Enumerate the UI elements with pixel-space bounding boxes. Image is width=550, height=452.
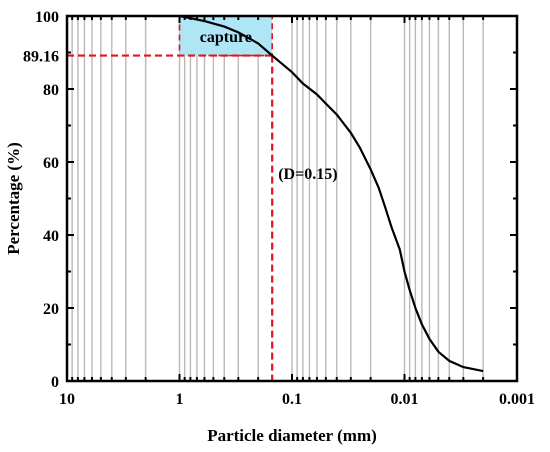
y-axis-title: Percentage (%): [4, 142, 23, 255]
x-tick-label: 1: [176, 391, 184, 408]
capture-label: capture: [200, 29, 252, 46]
y-tick-label: 100: [35, 9, 59, 26]
x-tick-label: 10: [59, 391, 75, 408]
y-tick-label: 0: [51, 374, 59, 391]
axis-ticks: [66, 15, 518, 382]
reference-value-label: 89.16: [23, 49, 59, 66]
reference-lines: [67, 54, 274, 381]
minor-gridlines: [71, 16, 518, 381]
y-tick-label: 20: [43, 301, 59, 318]
x-tick-label: 0.1: [282, 391, 302, 408]
y-tick-label: 80: [43, 82, 59, 99]
y-tick-label: 60: [43, 155, 59, 172]
x-axis-title: Particle diameter (mm): [207, 426, 377, 445]
y-tick-labels: 0 20 40 60 80 100: [35, 9, 59, 391]
cumulative-percentage-curve: [179, 14, 484, 373]
x-tick-labels: 10 1 0.1 0.01 0.001: [59, 391, 535, 408]
x-tick-label: 0.001: [499, 391, 535, 408]
capture-highlight-box: [178, 15, 273, 57]
x-tick-label: 0.01: [391, 391, 419, 408]
y-tick-label: 40: [43, 228, 59, 245]
diameter-annotation: (D=0.15): [278, 166, 337, 183]
